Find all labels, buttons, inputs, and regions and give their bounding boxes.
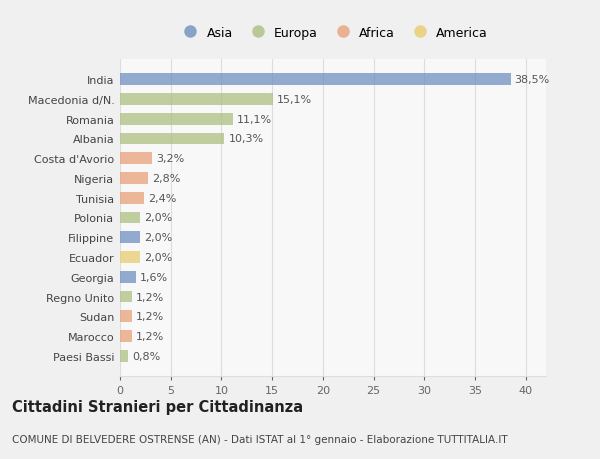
Bar [120,133,224,145]
Text: 2,4%: 2,4% [148,193,177,203]
Bar [120,153,152,165]
Bar [120,74,511,86]
Text: 1,2%: 1,2% [136,331,164,341]
Text: 2,0%: 2,0% [145,233,173,243]
Text: 38,5%: 38,5% [515,75,550,85]
Text: 2,0%: 2,0% [145,213,173,223]
Bar [120,192,145,204]
Bar [120,291,132,303]
Bar [120,330,132,342]
Text: Cittadini Stranieri per Cittadinanza: Cittadini Stranieri per Cittadinanza [12,399,303,414]
Bar [120,350,128,362]
Bar [120,252,140,263]
Text: 0,8%: 0,8% [132,351,160,361]
Bar [120,173,148,185]
Bar [120,232,140,244]
Bar [120,271,136,283]
Text: 1,2%: 1,2% [136,292,164,302]
Text: 3,2%: 3,2% [157,154,185,164]
Text: 2,0%: 2,0% [145,252,173,263]
Bar [120,212,140,224]
Text: 15,1%: 15,1% [277,95,313,105]
Text: 2,8%: 2,8% [152,174,181,184]
Text: 11,1%: 11,1% [236,114,272,124]
Text: 1,2%: 1,2% [136,312,164,322]
Text: 1,6%: 1,6% [140,272,169,282]
Bar [120,94,273,106]
Legend: Asia, Europa, Africa, America: Asia, Europa, Africa, America [173,22,493,45]
Bar [120,113,233,125]
Text: 10,3%: 10,3% [229,134,263,144]
Bar [120,311,132,323]
Text: COMUNE DI BELVEDERE OSTRENSE (AN) - Dati ISTAT al 1° gennaio - Elaborazione TUTT: COMUNE DI BELVEDERE OSTRENSE (AN) - Dati… [12,434,508,444]
